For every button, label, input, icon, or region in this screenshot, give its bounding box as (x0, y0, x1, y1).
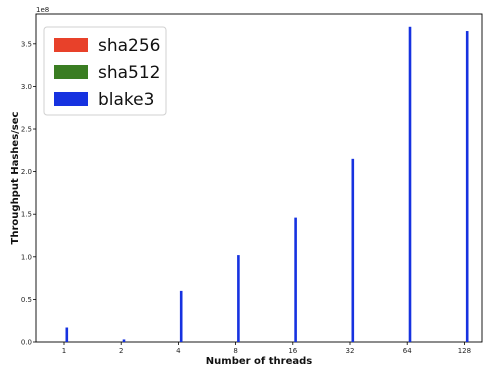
x-axis-ticks: 1 2 4 8 16 32 64 128 (62, 342, 471, 355)
bar-blake3 (65, 327, 69, 342)
legend: sha256 sha512 blake3 (43, 26, 167, 116)
x-tick-label: 128 (458, 347, 471, 355)
x-tick-label: 4 (176, 347, 181, 355)
x-tick-label: 64 (403, 347, 412, 355)
y-tick-label: 1.0 (21, 253, 32, 261)
bar-blake3 (351, 158, 355, 342)
x-tick-label: 32 (346, 347, 355, 355)
x-tick-label: 16 (288, 347, 297, 355)
y-tick-label: 0.0 (21, 339, 32, 347)
legend-swatch-sha256 (54, 38, 88, 52)
y-tick-label: 2.0 (21, 168, 32, 176)
y-axis-label: Throughput Hashes/sec (10, 111, 21, 244)
y-tick-label: 3.0 (21, 83, 32, 91)
x-tick-label: 2 (119, 347, 123, 355)
bar-blake3 (122, 339, 126, 342)
y-tick-label: 3.5 (21, 40, 32, 48)
bar-blake3 (408, 26, 412, 342)
x-tick-label: 1 (62, 347, 66, 355)
x-axis-label: Number of threads (206, 356, 312, 366)
legend-label-sha256: sha256 (98, 36, 161, 56)
legend-label-blake3: blake3 (98, 90, 154, 110)
x-tick-label: 8 (233, 347, 237, 355)
bars (65, 26, 469, 342)
bar-blake3 (294, 217, 297, 342)
bar-blake3 (179, 290, 183, 342)
legend-swatch-sha512 (54, 65, 88, 79)
legend-swatch-blake3 (54, 92, 88, 106)
y-tick-label: 1.5 (21, 211, 32, 219)
y-axis-ticks: 0.0 0.5 1.0 1.5 2.0 2.5 3.0 3.5 (21, 40, 36, 347)
bar-blake3 (465, 31, 469, 342)
legend-label-sha512: sha512 (98, 63, 161, 83)
y-tick-label: 2.5 (21, 126, 32, 134)
y-scale-label: 1e8 (36, 6, 49, 14)
bar-blake3 (237, 255, 240, 342)
y-tick-label: 0.5 (21, 296, 32, 304)
